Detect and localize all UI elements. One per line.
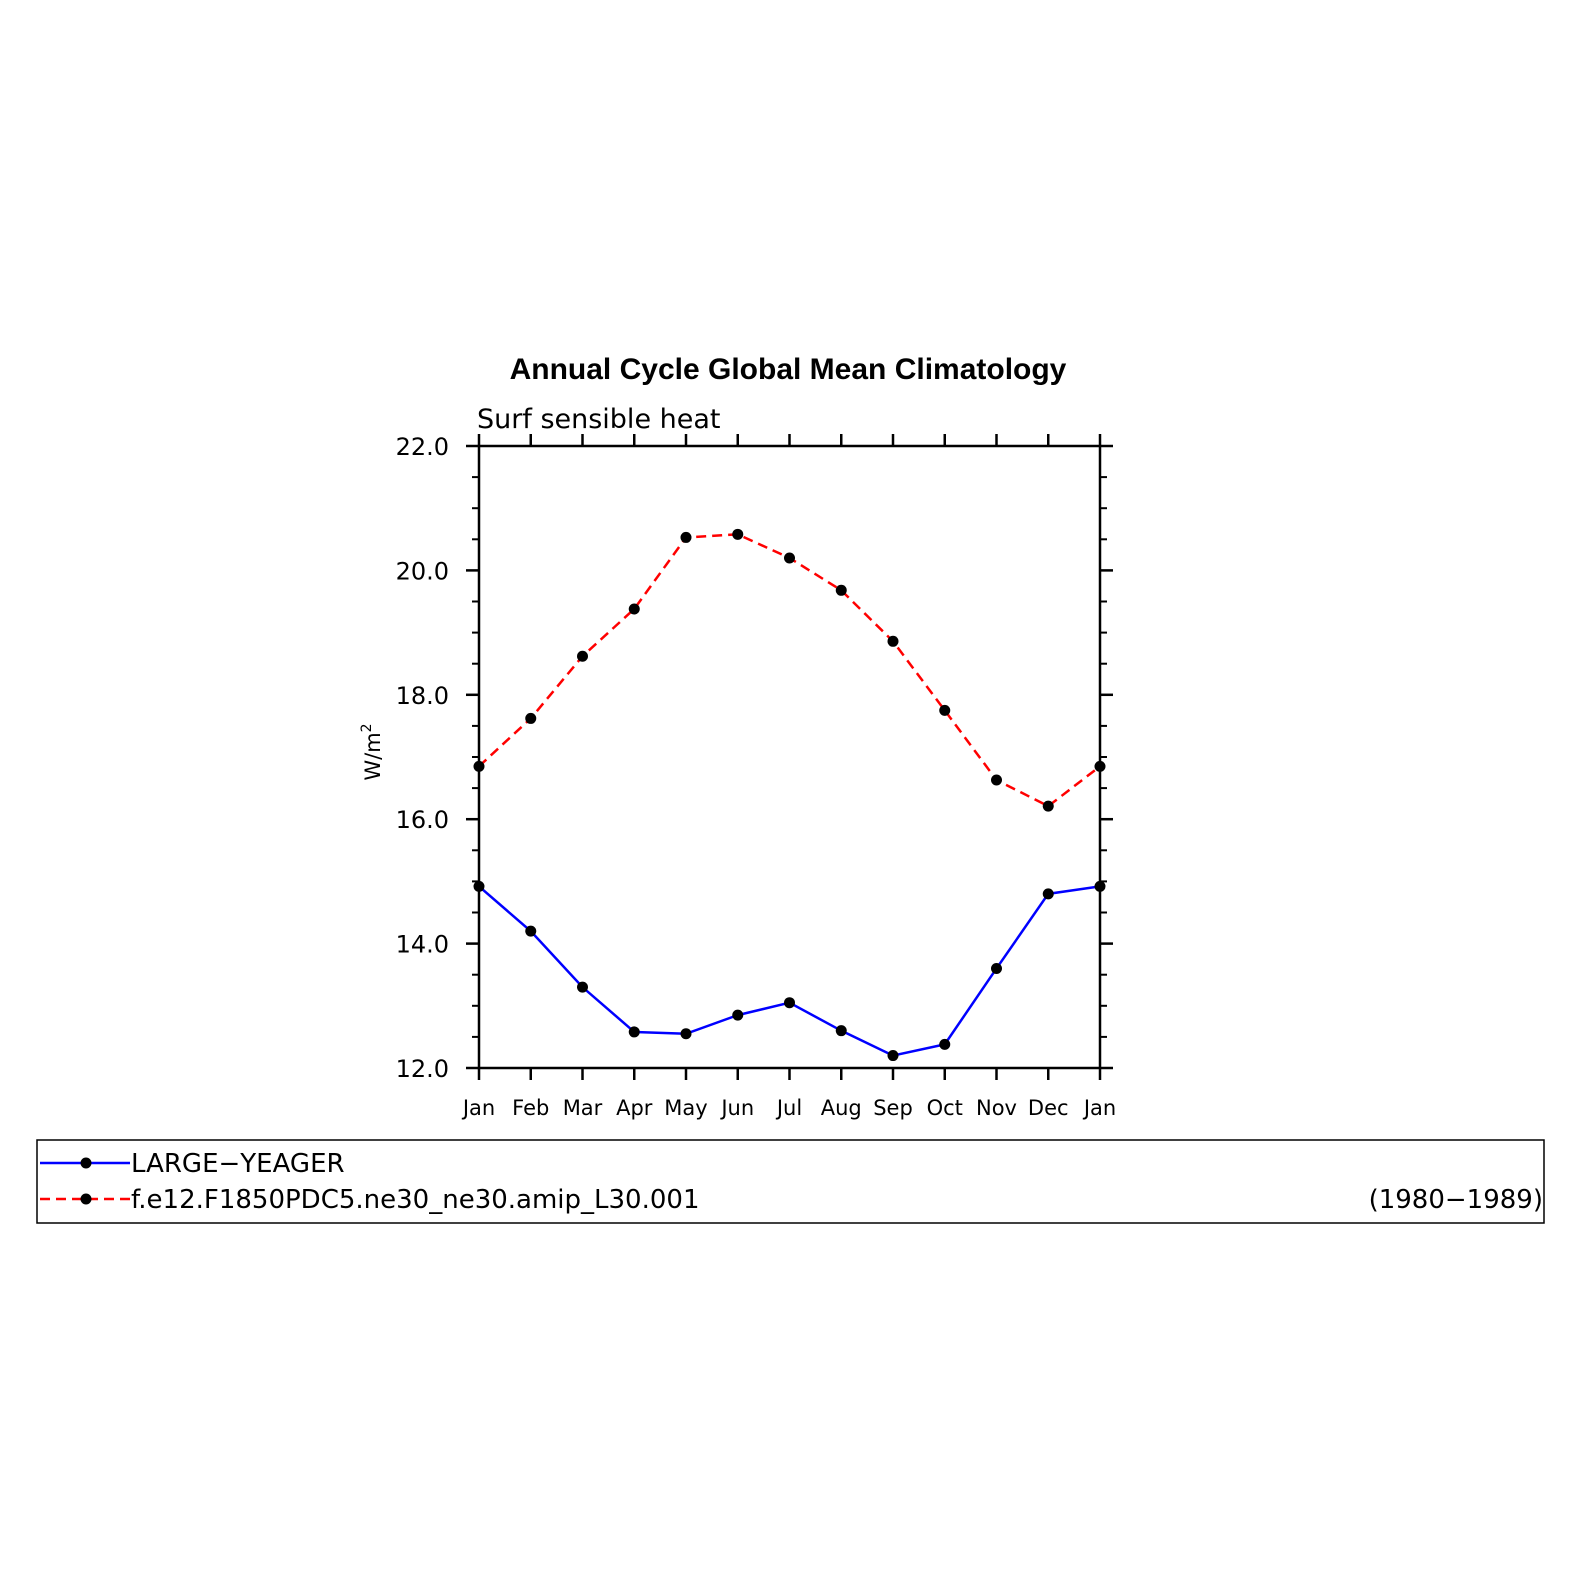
y-tick-label: 12.0	[396, 1055, 449, 1083]
series-markers	[473, 528, 1106, 1062]
series-2-point	[577, 650, 588, 662]
x-tick-label: Mar	[563, 1096, 603, 1120]
series-1-point	[939, 1038, 951, 1050]
legend-label-1: LARGE−YEAGER	[131, 1149, 345, 1179]
series-1-point	[680, 1028, 692, 1040]
series-1-point	[887, 1050, 899, 1062]
series-2-point	[680, 531, 692, 543]
series-2-point	[835, 584, 847, 596]
series-1-point	[628, 1026, 640, 1038]
axis-tick-labels: Jan Feb Mar Apr May Jun Jul Aug Sep Oct Nov Dec Jan 1…	[396, 433, 1117, 1120]
x-tick-label: Aug	[821, 1096, 862, 1120]
x-tick-label: Jan	[1082, 1096, 1116, 1120]
y-axis-label: W/m2	[359, 723, 385, 780]
y-axis-label-unit: W/m	[361, 732, 385, 780]
series-2-point	[732, 528, 744, 540]
chart-subtitle: Surf sensible heat	[477, 404, 721, 435]
x-tick-label: Dec	[1028, 1096, 1069, 1120]
series-1-point	[1042, 888, 1054, 900]
series-1-point	[784, 997, 795, 1009]
chart-title: Annual Cycle Global Mean Climatology	[510, 353, 1067, 386]
y-tick-label: 16.0	[396, 806, 449, 834]
series-2-point	[1042, 800, 1054, 812]
y-tick-label: 18.0	[396, 682, 449, 710]
x-tick-label: May	[664, 1096, 707, 1120]
series-2-point	[628, 603, 640, 615]
x-tick-label: Oct	[927, 1096, 963, 1120]
series-line-2	[478, 533, 1101, 808]
axis-ticks	[466, 434, 1113, 1080]
legend-period: (1980−1989)	[1369, 1185, 1543, 1215]
x-tick-label: Jan	[461, 1096, 495, 1120]
x-tick-label: Jul	[775, 1096, 802, 1120]
series-1-point	[525, 925, 537, 937]
series-2-point	[887, 635, 899, 647]
y-axis-label-exponent: 2	[359, 723, 375, 732]
y-tick-label: 22.0	[396, 433, 449, 461]
y-tick-label: 14.0	[396, 931, 449, 959]
x-tick-label: Sep	[873, 1096, 913, 1120]
series-2-point	[991, 774, 1002, 786]
x-tick-label: Jun	[719, 1096, 754, 1120]
x-tick-label: Feb	[512, 1096, 549, 1120]
series-2-point	[784, 552, 795, 564]
series-1-point	[835, 1025, 847, 1037]
legend-label-2: f.e12.F1850PDC5.ne30_ne30.amip_L30.001	[131, 1185, 699, 1215]
x-tick-label: Apr	[616, 1096, 653, 1120]
plot-frame	[477, 444, 1102, 1070]
series-2-point	[939, 704, 951, 716]
x-tick-label: Nov	[976, 1096, 1017, 1120]
series-1-point	[732, 1009, 744, 1021]
series-lines	[478, 533, 1101, 1057]
series-1-point	[577, 981, 588, 993]
series-line-1	[478, 885, 1101, 1057]
legend: LARGE−YEAGER f.e12.F1850PDC5.ne30_ne30.am…	[40, 1149, 699, 1215]
legend-marker-2	[80, 1193, 92, 1205]
legend-marker-1	[80, 1157, 92, 1169]
series-1-point	[991, 962, 1002, 974]
y-tick-label: 20.0	[396, 557, 449, 585]
legend-box	[36, 1139, 1545, 1224]
series-2-point	[525, 712, 537, 724]
